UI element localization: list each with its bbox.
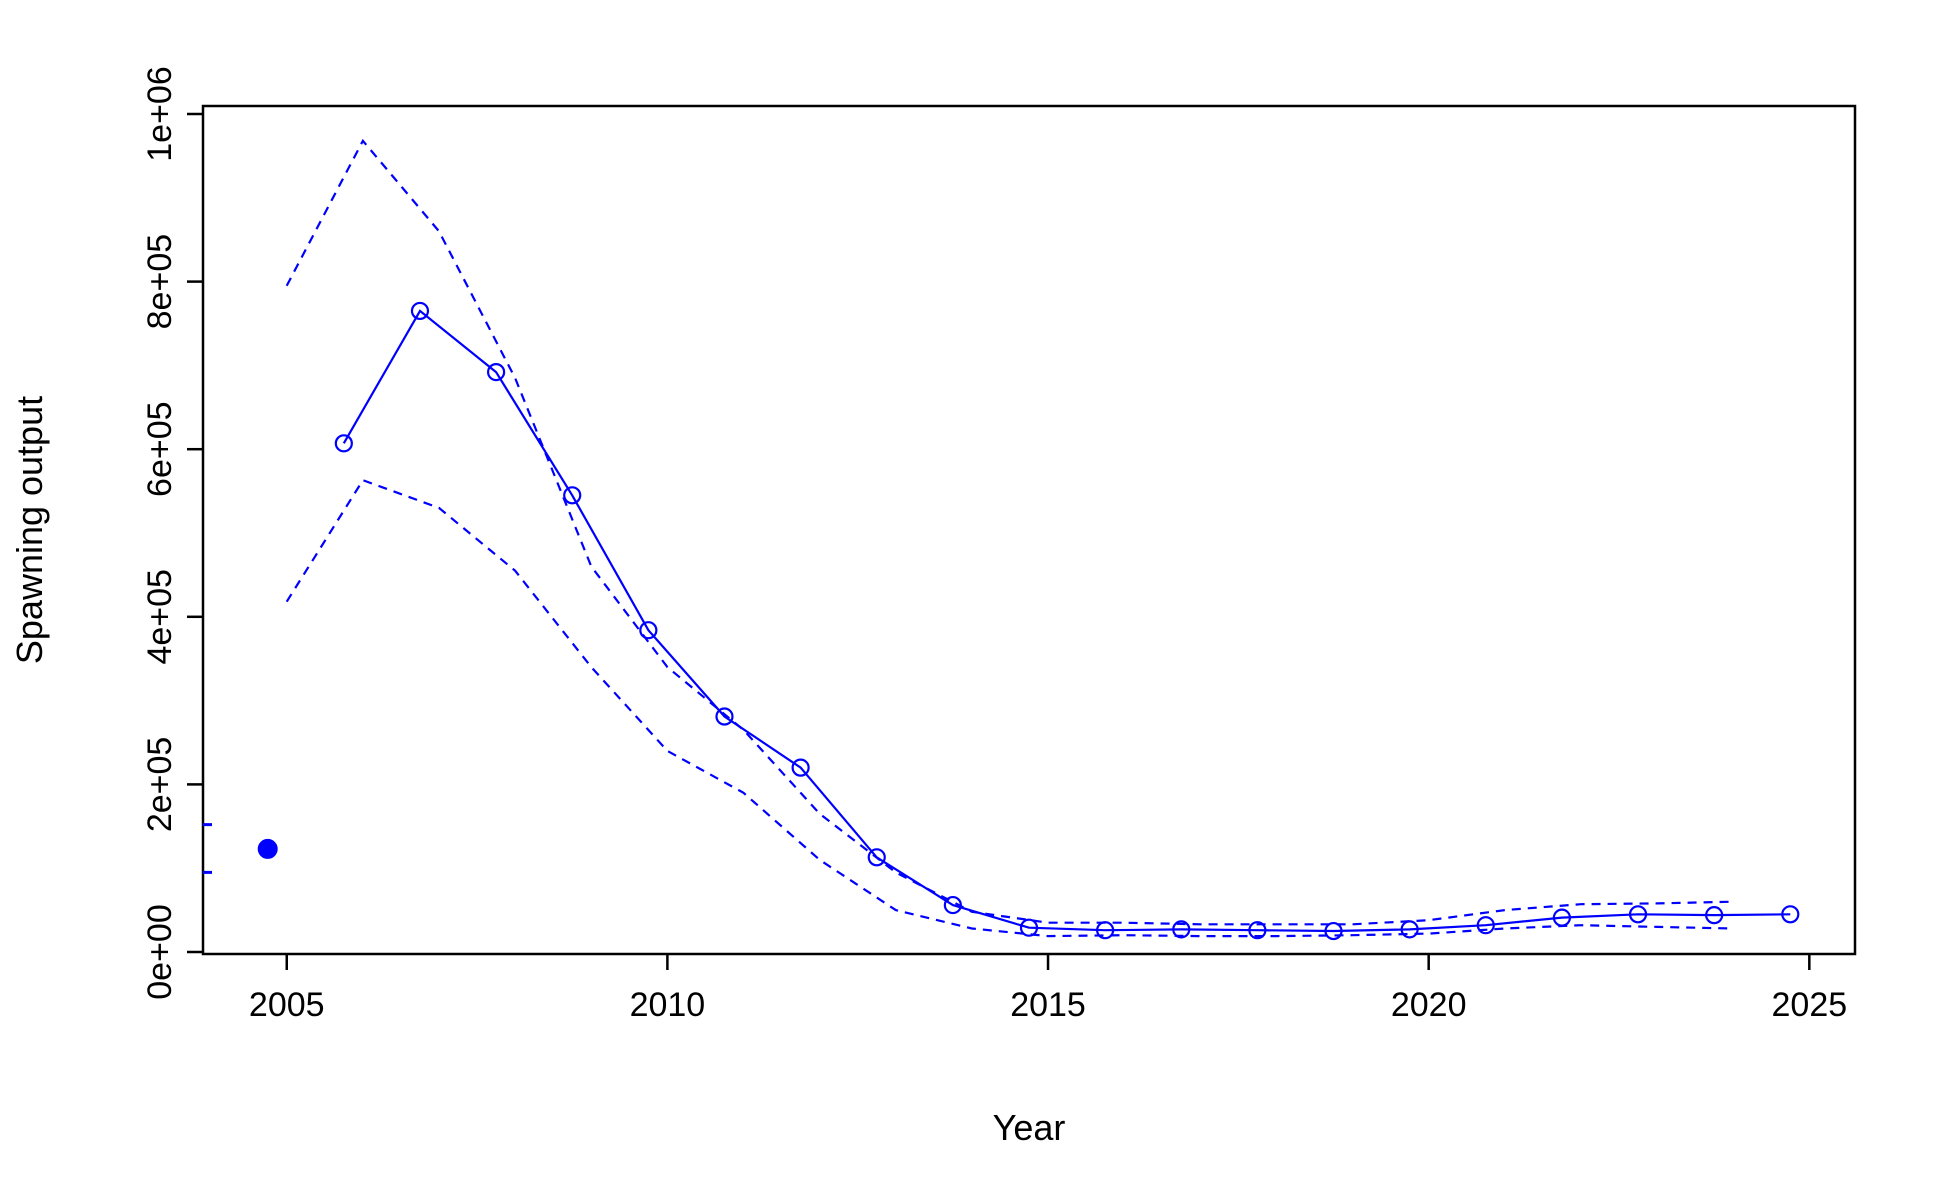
y-tick-label-3: 6e+05 [141, 401, 179, 497]
x-tick-label-2025: 2025 [1772, 986, 1848, 1024]
data-point-0-8 [943, 895, 962, 915]
series-line-2 [285, 478, 1734, 938]
data-point-0-1 [410, 301, 430, 321]
y-tick-label-2: 4e+05 [141, 569, 179, 665]
data-point-0-19 [1781, 905, 1800, 924]
x-axis: 2005 2010 2015 2020 2025 [249, 954, 1847, 1024]
data-point-0-6 [791, 758, 810, 777]
y-tick-label-5: 1e+06 [141, 66, 179, 162]
x-tick-label-2010: 2010 [630, 986, 706, 1024]
data-point-0-0 [334, 434, 353, 453]
series-layer [285, 138, 1791, 938]
y-tick-label-0: 0e+00 [141, 904, 179, 1000]
data-point-0-10 [1096, 921, 1115, 940]
data-point-0-5 [715, 707, 734, 726]
series-line-0 [342, 309, 1791, 933]
data-point-0-14 [1400, 920, 1419, 939]
data-point-0-9 [1019, 918, 1039, 937]
data-point-0-17 [1628, 905, 1648, 924]
marks-layer [203, 301, 1800, 941]
series-line-1 [285, 138, 1734, 926]
virgin-point [257, 838, 278, 859]
plot-area [201, 104, 1857, 956]
data-point-0-16 [1552, 908, 1572, 927]
x-tick-label-2015: 2015 [1010, 986, 1086, 1024]
data-point-0-2 [486, 363, 506, 382]
y-axis-title: Spawning output [9, 396, 50, 664]
x-tick-label-2005: 2005 [249, 986, 325, 1024]
y-tick-label-4: 8e+05 [141, 234, 179, 330]
data-point-0-13 [1324, 921, 1343, 941]
y-tick-label-1: 2e+05 [141, 737, 179, 833]
data-point-0-18 [1705, 906, 1724, 925]
y-axis: 0e+00 2e+05 4e+05 6e+05 8e+05 1e+06 [141, 66, 203, 1000]
data-point-0-11 [1172, 920, 1191, 939]
data-point-0-7 [867, 848, 886, 867]
data-point-0-4 [639, 621, 658, 640]
data-point-0-15 [1476, 916, 1495, 935]
data-point-0-12 [1248, 921, 1267, 940]
data-point-0-3 [563, 486, 582, 505]
x-axis-title: Year [993, 1107, 1066, 1148]
x-tick-label-2020: 2020 [1391, 986, 1467, 1024]
